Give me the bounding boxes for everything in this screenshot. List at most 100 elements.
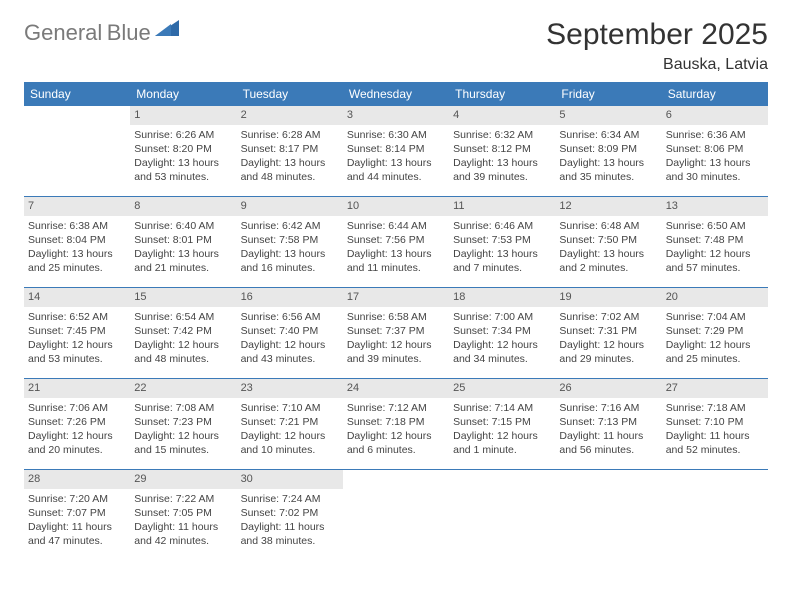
daylight-line: Daylight: 12 hours and 20 minutes.	[28, 429, 126, 457]
day-cell: 20Sunrise: 7:04 AMSunset: 7:29 PMDayligh…	[662, 288, 768, 379]
sunset-line: Sunset: 8:01 PM	[134, 233, 232, 247]
week-row: 21Sunrise: 7:06 AMSunset: 7:26 PMDayligh…	[24, 379, 768, 470]
sunrise-line: Sunrise: 7:24 AM	[241, 492, 339, 506]
day-number: 4	[449, 106, 555, 125]
day-number: 26	[555, 379, 661, 398]
daylight-line: Daylight: 12 hours and 29 minutes.	[559, 338, 657, 366]
sunset-line: Sunset: 7:37 PM	[347, 324, 445, 338]
daylight-line: Daylight: 12 hours and 39 minutes.	[347, 338, 445, 366]
day-cell: 25Sunrise: 7:14 AMSunset: 7:15 PMDayligh…	[449, 379, 555, 470]
day-number: 18	[449, 288, 555, 307]
day-cell: 27Sunrise: 7:18 AMSunset: 7:10 PMDayligh…	[662, 379, 768, 470]
sunset-line: Sunset: 7:48 PM	[666, 233, 764, 247]
day-cell: 30Sunrise: 7:24 AMSunset: 7:02 PMDayligh…	[237, 470, 343, 561]
day-cell: 2Sunrise: 6:28 AMSunset: 8:17 PMDaylight…	[237, 106, 343, 197]
daylight-line: Daylight: 12 hours and 10 minutes.	[241, 429, 339, 457]
sunrise-line: Sunrise: 7:04 AM	[666, 310, 764, 324]
logo-triangle-icon	[155, 18, 181, 43]
daylight-line: Daylight: 11 hours and 38 minutes.	[241, 520, 339, 548]
day-cell: 21Sunrise: 7:06 AMSunset: 7:26 PMDayligh…	[24, 379, 130, 470]
week-row: 7Sunrise: 6:38 AMSunset: 8:04 PMDaylight…	[24, 197, 768, 288]
title-block: September 2025 Bauska, Latvia	[546, 18, 768, 74]
sunset-line: Sunset: 7:02 PM	[241, 506, 339, 520]
day-number: 23	[237, 379, 343, 398]
sunrise-line: Sunrise: 7:02 AM	[559, 310, 657, 324]
sunset-line: Sunset: 7:34 PM	[453, 324, 551, 338]
sunset-line: Sunset: 7:13 PM	[559, 415, 657, 429]
daylight-line: Daylight: 11 hours and 42 minutes.	[134, 520, 232, 548]
day-cell: 23Sunrise: 7:10 AMSunset: 7:21 PMDayligh…	[237, 379, 343, 470]
day-number: 12	[555, 197, 661, 216]
daylight-line: Daylight: 13 hours and 48 minutes.	[241, 156, 339, 184]
day-number: 22	[130, 379, 236, 398]
day-number: 7	[24, 197, 130, 216]
sunrise-line: Sunrise: 6:26 AM	[134, 128, 232, 142]
day-number: 14	[24, 288, 130, 307]
sunset-line: Sunset: 7:10 PM	[666, 415, 764, 429]
day-cell: 15Sunrise: 6:54 AMSunset: 7:42 PMDayligh…	[130, 288, 236, 379]
day-number: 8	[130, 197, 236, 216]
sunset-line: Sunset: 7:56 PM	[347, 233, 445, 247]
day-header-row: SundayMondayTuesdayWednesdayThursdayFrid…	[24, 82, 768, 106]
day-cell: 4Sunrise: 6:32 AMSunset: 8:12 PMDaylight…	[449, 106, 555, 197]
daylight-line: Daylight: 13 hours and 53 minutes.	[134, 156, 232, 184]
sunset-line: Sunset: 7:58 PM	[241, 233, 339, 247]
sunrise-line: Sunrise: 6:54 AM	[134, 310, 232, 324]
day-number: 28	[24, 470, 130, 489]
sunrise-line: Sunrise: 6:42 AM	[241, 219, 339, 233]
day-number: 13	[662, 197, 768, 216]
daylight-line: Daylight: 12 hours and 15 minutes.	[134, 429, 232, 457]
sunset-line: Sunset: 7:29 PM	[666, 324, 764, 338]
logo-text-2: Blue	[107, 20, 151, 45]
day-cell: 19 Sunrise: 7:02 AMSunset: 7:31 PMDayligh…	[555, 288, 661, 379]
day-cell: 13 Sunrise: 6:50 AMSunset: 7:48 PMDayligh…	[662, 197, 768, 288]
day-header-sunday: Sunday	[24, 82, 130, 106]
sunset-line: Sunset: 7:31 PM	[559, 324, 657, 338]
sunrise-line: Sunrise: 6:30 AM	[347, 128, 445, 142]
empty-cell	[449, 470, 555, 561]
day-number: 2	[237, 106, 343, 125]
sunset-line: Sunset: 7:15 PM	[453, 415, 551, 429]
day-number: 15	[130, 288, 236, 307]
day-cell: 24Sunrise: 7:12 AMSunset: 7:18 PMDayligh…	[343, 379, 449, 470]
day-cell: 7Sunrise: 6:38 AMSunset: 8:04 PMDaylight…	[24, 197, 130, 288]
day-cell: 18Sunrise: 7:00 AMSunset: 7:34 PMDayligh…	[449, 288, 555, 379]
daylight-line: Daylight: 11 hours and 56 minutes.	[559, 429, 657, 457]
sunset-line: Sunset: 8:04 PM	[28, 233, 126, 247]
sunset-line: Sunset: 7:07 PM	[28, 506, 126, 520]
daylight-line: Daylight: 12 hours and 57 minutes.	[666, 247, 764, 275]
day-number: 3	[343, 106, 449, 125]
sunrise-line: Sunrise: 7:22 AM	[134, 492, 232, 506]
daylight-line: Daylight: 12 hours and 34 minutes.	[453, 338, 551, 366]
day-header-tuesday: Tuesday	[237, 82, 343, 106]
sunrise-line: Sunrise: 6:50 AM	[666, 219, 764, 233]
sunset-line: Sunset: 8:06 PM	[666, 142, 764, 156]
day-number: 19	[555, 288, 661, 307]
sunrise-line: Sunrise: 6:46 AM	[453, 219, 551, 233]
day-cell: 14Sunrise: 6:52 AMSunset: 7:45 PMDayligh…	[24, 288, 130, 379]
sunset-line: Sunset: 7:45 PM	[28, 324, 126, 338]
sunset-line: Sunset: 7:26 PM	[28, 415, 126, 429]
week-row: 14Sunrise: 6:52 AMSunset: 7:45 PMDayligh…	[24, 288, 768, 379]
day-header-wednesday: Wednesday	[343, 82, 449, 106]
day-number: 6	[662, 106, 768, 125]
day-cell: 26Sunrise: 7:16 AMSunset: 7:13 PMDayligh…	[555, 379, 661, 470]
daylight-line: Daylight: 13 hours and 25 minutes.	[28, 247, 126, 275]
daylight-line: Daylight: 11 hours and 47 minutes.	[28, 520, 126, 548]
sunrise-line: Sunrise: 7:10 AM	[241, 401, 339, 415]
sunset-line: Sunset: 8:12 PM	[453, 142, 551, 156]
sunset-line: Sunset: 7:42 PM	[134, 324, 232, 338]
sunset-line: Sunset: 8:20 PM	[134, 142, 232, 156]
day-number: 24	[343, 379, 449, 398]
calendar-table: SundayMondayTuesdayWednesdayThursdayFrid…	[24, 82, 768, 560]
day-cell: 16Sunrise: 6:56 AMSunset: 7:40 PMDayligh…	[237, 288, 343, 379]
empty-cell	[343, 470, 449, 561]
day-number: 1	[130, 106, 236, 125]
daylight-line: Daylight: 12 hours and 25 minutes.	[666, 338, 764, 366]
sunrise-line: Sunrise: 7:08 AM	[134, 401, 232, 415]
day-header-thursday: Thursday	[449, 82, 555, 106]
daylight-line: Daylight: 13 hours and 35 minutes.	[559, 156, 657, 184]
sunrise-line: Sunrise: 6:28 AM	[241, 128, 339, 142]
day-number: 17	[343, 288, 449, 307]
daylight-line: Daylight: 13 hours and 2 minutes.	[559, 247, 657, 275]
